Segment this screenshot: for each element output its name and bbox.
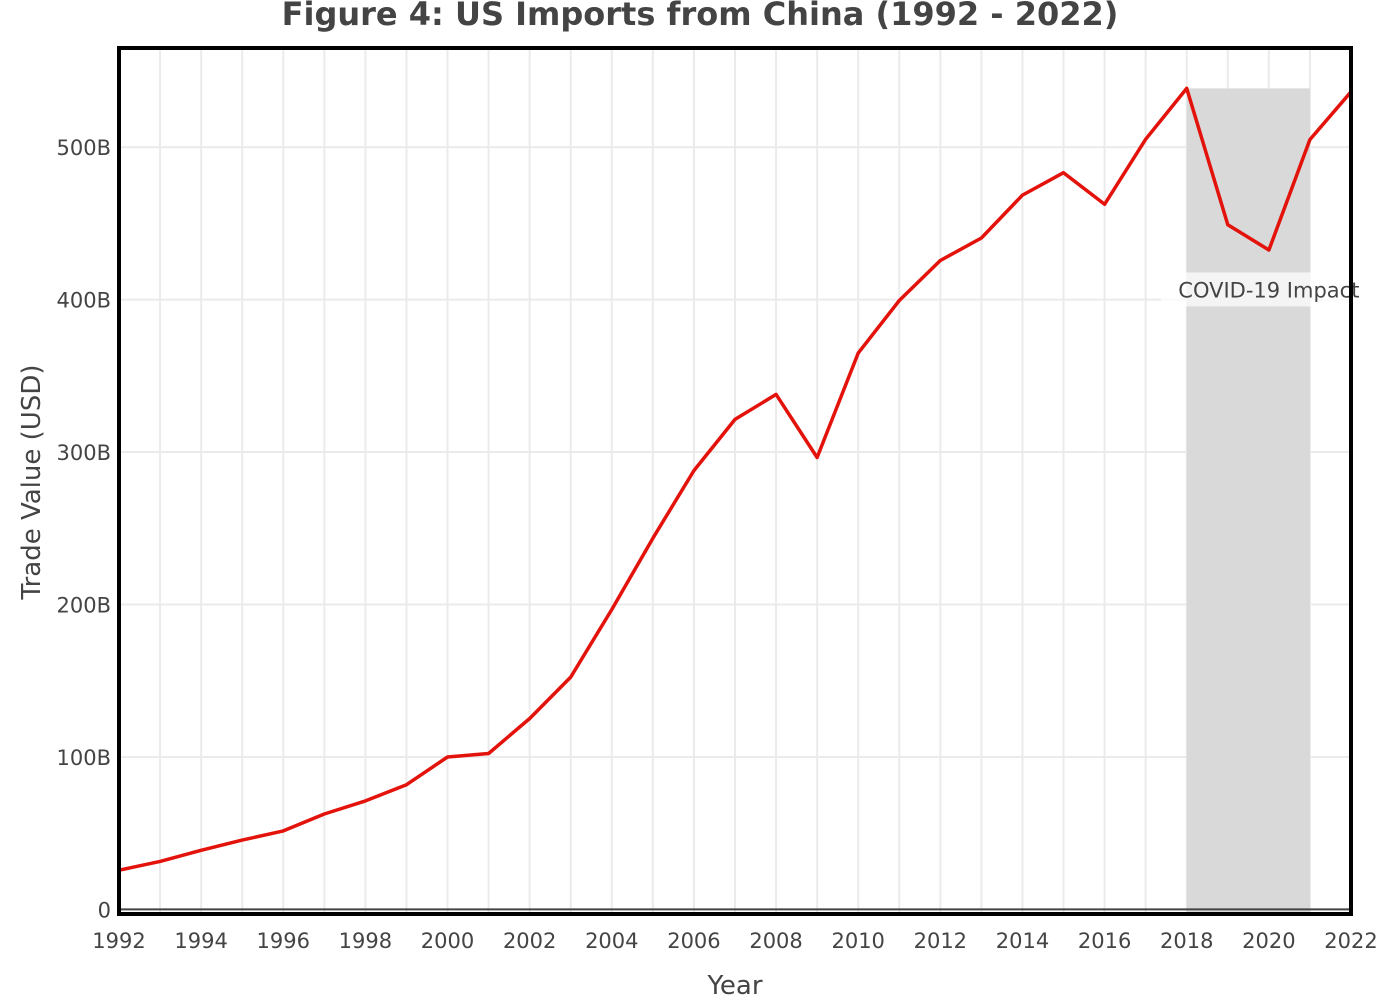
data-point: [240, 838, 244, 842]
x-tick-label: 2010: [831, 929, 884, 953]
x-tick-label: 1992: [92, 929, 145, 953]
y-axis-title: Trade Value (USD): [17, 365, 47, 601]
data-point: [1308, 138, 1312, 142]
data-point: [1226, 223, 1230, 227]
data-point: [1185, 86, 1189, 90]
x-tick-label: 2006: [667, 929, 720, 953]
covid-shaded-region: [1186, 88, 1310, 914]
data-point: [569, 675, 573, 679]
data-point: [1062, 171, 1066, 175]
data-point: [938, 259, 942, 263]
x-tick-label: 2008: [749, 929, 802, 953]
x-axis-title: Year: [706, 971, 762, 1000]
data-point: [692, 469, 696, 473]
y-tick-label: 200B: [57, 593, 112, 617]
x-tick-label: 2014: [996, 929, 1049, 953]
plot-area: COVID-19 Impact 1992 1994 1996 1998 2000 2002 2…: [57, 46, 1378, 953]
data-point: [1103, 202, 1107, 206]
chart-title: Figure 4: US Imports from China (1992 - …: [282, 0, 1119, 33]
data-point: [651, 536, 655, 540]
data-point: [158, 859, 162, 863]
data-point: [1020, 193, 1024, 197]
data-point: [856, 351, 860, 355]
covid-annotation-label: COVID-19 Impact: [1178, 278, 1359, 302]
y-tick-label: 400B: [57, 289, 112, 313]
data-point: [1144, 137, 1148, 141]
y-tick-label: 0: [98, 898, 111, 922]
data-point: [815, 456, 819, 460]
x-tick-label: 2012: [914, 929, 967, 953]
data-point: [733, 417, 737, 421]
data-point: [404, 783, 408, 787]
data-point: [487, 751, 491, 755]
x-tick-label: 1998: [339, 929, 392, 953]
x-tick-label: 2020: [1242, 929, 1295, 953]
data-point: [774, 392, 778, 396]
annotation-label-bg: [1160, 272, 1377, 307]
data-point: [610, 608, 614, 612]
x-tick-label: 2004: [585, 929, 638, 953]
data-point: [363, 799, 367, 803]
x-tick-label: 1994: [174, 929, 227, 953]
x-tick-label: 2016: [1078, 929, 1131, 953]
x-tick-label: 2000: [421, 929, 474, 953]
data-point: [322, 812, 326, 816]
x-tick-label: 1996: [257, 929, 310, 953]
x-tick-label: 2002: [503, 929, 556, 953]
x-tick-label: 2018: [1160, 929, 1213, 953]
y-tick-label: 100B: [57, 746, 112, 770]
y-tick-label: 500B: [57, 136, 112, 160]
plot-border: [117, 46, 1353, 916]
data-point: [446, 755, 450, 759]
x-tick-label: 2022: [1324, 929, 1377, 953]
data-point: [199, 848, 203, 852]
data-point: [281, 829, 285, 833]
data-point: [1267, 248, 1271, 252]
data-point: [528, 717, 532, 721]
data-point: [979, 236, 983, 240]
y-tick-label: 300B: [57, 441, 112, 465]
data-point: [897, 298, 901, 302]
